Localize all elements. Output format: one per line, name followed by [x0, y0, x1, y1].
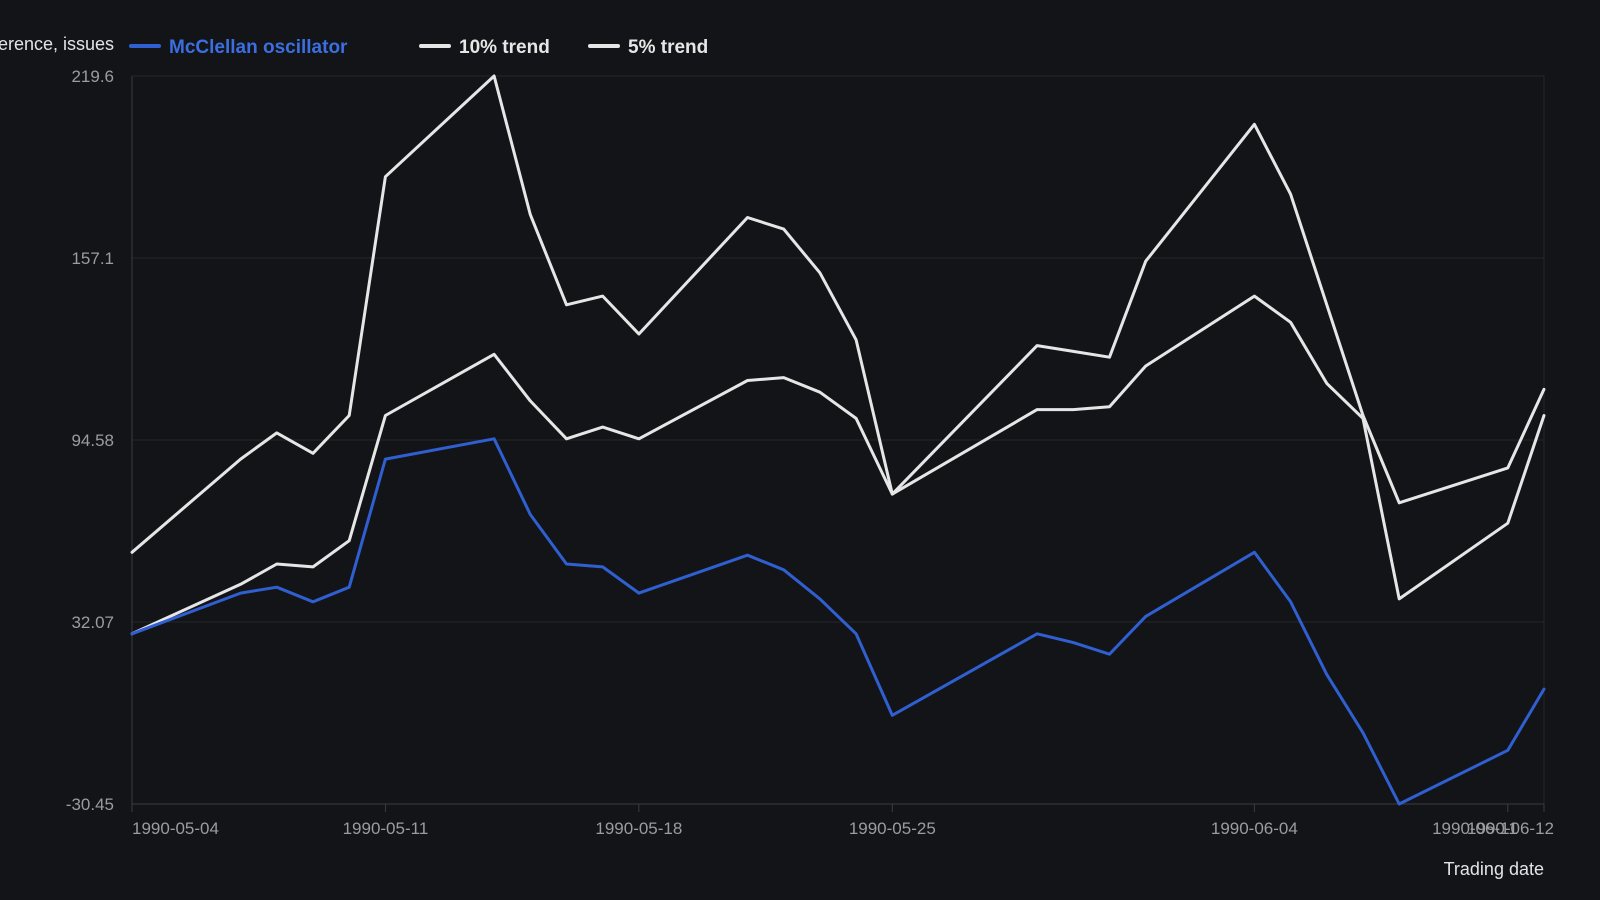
x-tick-label: 1990-05-25	[849, 819, 936, 838]
legend-label: McClellan oscillator	[169, 37, 348, 58]
series-line-10-trend	[130, 74, 1546, 554]
y-tick-label: 32.07	[71, 613, 114, 632]
x-tick-label: 1990-05-11	[343, 819, 429, 838]
x-tick-label: 1990-06-04	[1211, 819, 1298, 838]
series-line-mcclellan-oscillator	[130, 437, 1546, 806]
x-tick-label: 1990-05-18	[595, 819, 682, 838]
y-axis-title: erence, issues	[0, 34, 114, 54]
grid-layer	[132, 75, 1545, 805]
legend-label: 5% trend	[628, 37, 708, 58]
x-tick-label: 1990-06-12	[1467, 819, 1554, 838]
axis-layer: 219.6 157.1 94.58 32.07 -30.45 1990-05-04 1990…	[66, 67, 1554, 838]
y-tick-label: 94.58	[71, 431, 114, 450]
legend-label: 10% trend	[459, 37, 550, 58]
x-axis-title: Trading date	[1444, 859, 1544, 879]
series-layer	[130, 74, 1546, 806]
series-line-5-trend	[130, 294, 1546, 636]
legend: erence, issues McClellan oscillator 10% t…	[0, 34, 708, 58]
y-tick-label: -30.45	[66, 795, 114, 814]
y-tick-label: 157.1	[71, 249, 114, 268]
x-tick-label: 1990-06-11	[1432, 819, 1518, 838]
y-tick-label: 219.6	[71, 67, 114, 86]
x-tick-label: 1990-05-04	[132, 819, 219, 838]
